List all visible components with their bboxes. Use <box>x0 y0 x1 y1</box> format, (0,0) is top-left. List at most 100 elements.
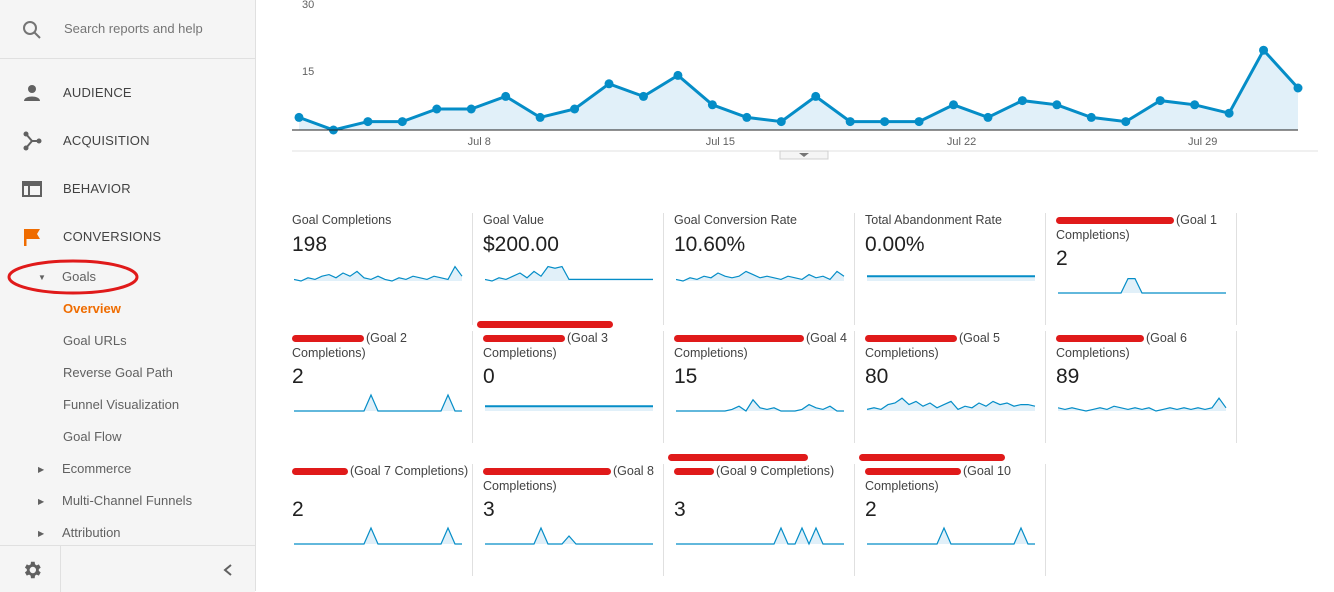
redaction-mark <box>668 454 808 461</box>
caret-down-icon[interactable] <box>799 153 809 157</box>
data-point[interactable] <box>983 112 993 122</box>
redaction-mark <box>674 335 804 343</box>
nav-acquisition[interactable]: ACQUISITION <box>0 120 255 160</box>
metric-tile[interactable]: (Goal 9 Completions) 3 <box>668 454 855 576</box>
metric-tile-title: (Goal 6 Completions) <box>1056 331 1236 361</box>
data-point[interactable] <box>363 117 373 127</box>
data-point[interactable] <box>294 112 304 122</box>
metric-tile-title: (Goal 3 Completions) <box>477 321 663 361</box>
data-point[interactable] <box>845 117 855 127</box>
metric-tile[interactable]: (Goal 3 Completions) 0 <box>477 321 664 443</box>
sparkline <box>867 275 1035 281</box>
nav-goal-flow[interactable]: Goal Flow <box>63 429 122 444</box>
metric-tile-value: 10.60% <box>674 233 746 256</box>
nav-reverse-goal-path[interactable]: Reverse Goal Path <box>63 365 173 380</box>
search-bar[interactable]: Search reports and help <box>0 0 255 59</box>
sparkline-area <box>294 266 462 281</box>
metric-tile-label: (Goal 8 Completions) <box>483 464 654 493</box>
metric-tile-value: 80 <box>865 365 889 388</box>
metric-tile[interactable]: Goal Value $200.00 <box>483 213 664 325</box>
sparkline-line <box>485 526 653 545</box>
data-point[interactable] <box>535 112 545 122</box>
x-tick-label: Jul 22 <box>947 136 976 148</box>
redaction-mark <box>483 468 611 476</box>
data-point[interactable] <box>1224 108 1234 118</box>
metric-tile-label: (Goal 4 Completions) <box>674 331 847 360</box>
x-tick-label: Jul 15 <box>706 136 735 148</box>
data-point[interactable] <box>1293 83 1303 93</box>
metric-tile-title: Goal Value <box>483 213 663 228</box>
chart-area <box>299 50 1298 131</box>
data-point[interactable] <box>776 117 786 127</box>
data-point[interactable] <box>914 117 924 127</box>
metric-tile[interactable]: (Goal 7 Completions) 2 <box>292 464 473 576</box>
nav-behavior[interactable]: BEHAVIOR <box>0 168 255 208</box>
metric-tile[interactable]: (Goal 10 Completions) 2 <box>859 454 1046 576</box>
chevron-left-icon[interactable] <box>221 563 235 577</box>
data-point[interactable] <box>707 100 717 110</box>
metric-tile[interactable]: (Goal 1 Completions) 2 <box>1056 213 1237 325</box>
data-point[interactable] <box>397 117 407 127</box>
metric-tile[interactable]: (Goal 4 Completions) 15 <box>674 331 855 443</box>
metric-tile[interactable]: Total Abandonment Rate 0.00% <box>865 213 1046 325</box>
metric-tile-label: (Goal 2 Completions) <box>292 331 407 360</box>
sparkline-line <box>867 526 1035 545</box>
sparkline-area <box>485 406 653 411</box>
sparkline <box>485 405 653 411</box>
sparkline-area <box>676 399 844 411</box>
redaction-mark <box>865 335 957 343</box>
data-point[interactable] <box>742 112 752 122</box>
nav-multi-channel-funnels[interactable]: Multi-Channel Funnels <box>62 493 193 508</box>
data-point[interactable] <box>811 91 821 101</box>
nav-conversions[interactable]: CONVERSIONS <box>0 216 255 256</box>
nav-goals[interactable]: Goals <box>62 269 96 284</box>
person-icon <box>24 85 40 101</box>
nav-ecommerce[interactable]: Ecommerce <box>62 461 132 476</box>
data-point[interactable] <box>1190 100 1200 110</box>
metric-tile-label: (Goal 3 Completions) <box>483 331 608 360</box>
y-tick-label: 15 <box>302 66 314 78</box>
data-point[interactable] <box>673 70 683 80</box>
metric-tile[interactable]: (Goal 5 Completions) 80 <box>865 331 1046 443</box>
data-point[interactable] <box>1155 96 1165 106</box>
metric-tile[interactable]: (Goal 2 Completions) 2 <box>292 331 473 443</box>
sparkline-line <box>676 526 844 546</box>
nav-funnel-visualization[interactable]: Funnel Visualization <box>63 397 180 412</box>
redaction-mark <box>477 321 613 328</box>
nav-goal-urls[interactable]: Goal URLs <box>63 333 127 348</box>
metric-tile-label: (Goal 9 Completions) <box>716 464 835 478</box>
data-point[interactable] <box>1052 100 1062 110</box>
data-point[interactable] <box>501 91 511 101</box>
nav-attribution[interactable]: Attribution <box>62 525 121 540</box>
metric-tile-title: Total Abandonment Rate <box>865 213 1045 228</box>
metric-tile[interactable]: Goal Completions 198 <box>292 213 473 325</box>
sparkline <box>676 398 844 412</box>
data-point[interactable] <box>1121 117 1131 127</box>
data-point[interactable] <box>638 91 648 101</box>
x-tick-label: Jul 8 <box>468 136 491 148</box>
data-point[interactable] <box>432 104 442 114</box>
data-point[interactable] <box>1259 45 1269 55</box>
data-point[interactable] <box>1017 96 1027 106</box>
sparkline <box>294 393 462 412</box>
data-point[interactable] <box>880 117 890 127</box>
data-point[interactable] <box>570 104 580 114</box>
data-point[interactable] <box>949 100 959 110</box>
nav-audience[interactable]: AUDIENCE <box>0 72 255 112</box>
metric-tile-title: Goal Conversion Rate <box>674 213 854 228</box>
nav-goal-overview[interactable]: Overview <box>63 301 121 316</box>
data-point[interactable] <box>1086 112 1096 122</box>
metric-tile-value: 2 <box>865 498 877 521</box>
sparkline <box>867 526 1035 545</box>
footer-divider <box>60 546 61 592</box>
data-point[interactable] <box>604 79 614 89</box>
gear-icon[interactable] <box>21 559 43 581</box>
metric-tile[interactable]: (Goal 8 Completions) 3 <box>483 464 664 576</box>
data-point[interactable] <box>466 104 476 114</box>
flag-icon <box>24 229 40 246</box>
metric-tile-value: 0 <box>483 365 495 388</box>
metric-tile-value: $200.00 <box>483 233 559 256</box>
metric-tile[interactable]: (Goal 6 Completions) 89 <box>1056 331 1237 443</box>
metric-tile[interactable]: Goal Conversion Rate 10.60% <box>674 213 855 325</box>
search-placeholder[interactable]: Search reports and help <box>64 21 203 36</box>
